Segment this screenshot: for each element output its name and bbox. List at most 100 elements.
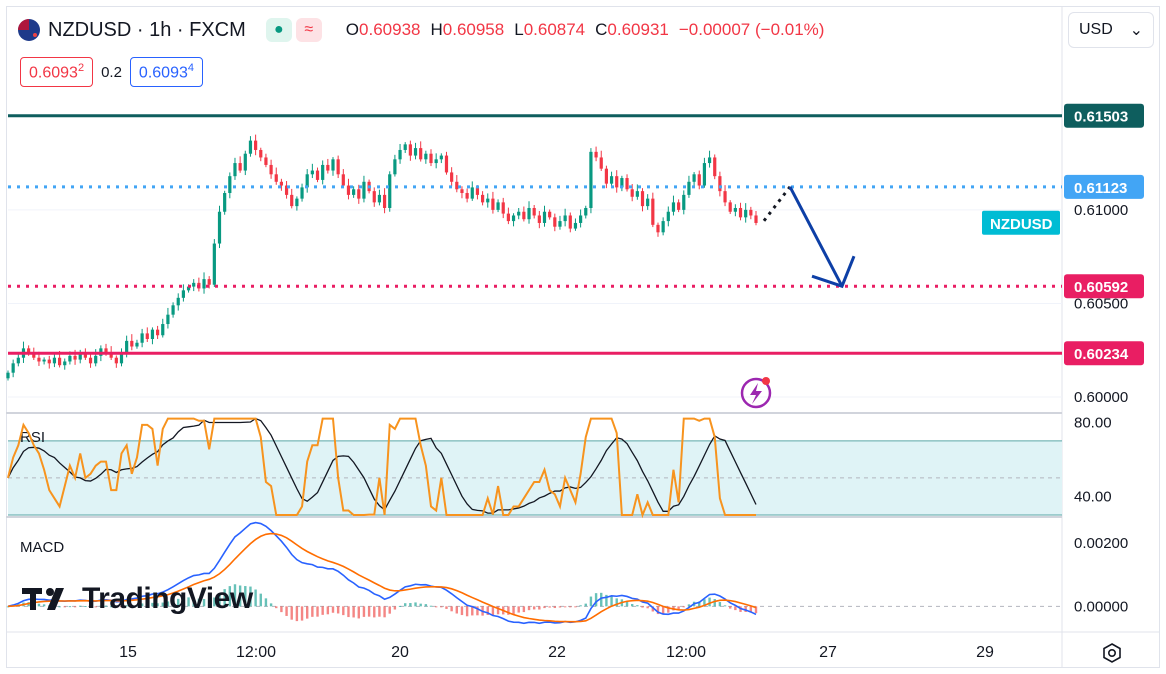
macd-hist-bar xyxy=(202,598,206,607)
candle-body xyxy=(315,170,320,180)
candle-body xyxy=(295,198,299,207)
macd-hist-bar xyxy=(378,606,381,617)
macd-hist-bar xyxy=(729,606,732,609)
candle-body xyxy=(238,163,242,171)
macd-hist-bar xyxy=(687,604,691,607)
macd-hist-bar xyxy=(156,603,159,607)
candle-body xyxy=(181,290,185,298)
candle-body xyxy=(718,176,722,192)
candle-body xyxy=(326,164,330,171)
macd-hist-bar xyxy=(166,601,170,607)
projection-dotted-segment xyxy=(762,185,792,222)
rsi-tick-label: 40.00 xyxy=(1074,488,1112,505)
candle-body xyxy=(599,157,603,169)
currency-select[interactable]: USD ⌄ xyxy=(1068,12,1154,48)
macd-hist-bar xyxy=(398,605,402,607)
symbol-title[interactable]: NZDUSD · 1h · FXCM xyxy=(48,18,246,41)
ohlc-high-key: H xyxy=(430,20,443,39)
candle-body xyxy=(506,213,510,222)
candle-body xyxy=(630,189,634,197)
candle-body xyxy=(625,178,629,190)
candle-body xyxy=(651,198,655,225)
candle-body xyxy=(501,202,505,214)
candle-body xyxy=(130,340,134,347)
candle-body xyxy=(429,153,433,164)
macd-histogram xyxy=(6,584,758,622)
candle-body xyxy=(444,155,449,173)
macd-tick-label: 0.00000 xyxy=(1074,598,1128,615)
candle-body xyxy=(635,191,639,197)
macd-hist-bar xyxy=(708,597,711,607)
candle-body xyxy=(161,324,165,336)
macd-hist-bar xyxy=(197,598,201,607)
candle-body xyxy=(604,168,608,184)
candle-body xyxy=(248,140,253,154)
macd-hist-bar xyxy=(238,585,242,607)
time-tick-label: 20 xyxy=(391,644,409,661)
candle-body xyxy=(744,209,748,218)
macd-hist-bar xyxy=(414,602,417,607)
macd-hist-bar xyxy=(404,603,407,607)
macd-hist-bar xyxy=(223,589,226,607)
macd-hist-bar xyxy=(434,606,438,608)
candle-body xyxy=(212,243,216,285)
macd-hist-bar xyxy=(321,606,324,615)
market-open-icon[interactable]: ● xyxy=(265,18,292,42)
candle-body xyxy=(156,329,160,336)
macd-hist-bar xyxy=(109,606,113,608)
candle-body xyxy=(682,194,686,210)
candle-body xyxy=(264,157,268,165)
macd-hist-bar xyxy=(455,606,458,614)
candle-body xyxy=(511,215,516,222)
candle-body xyxy=(11,363,15,373)
tradingview-logo: TradingView xyxy=(22,582,253,616)
level-price-badge xyxy=(1064,103,1144,128)
macd-hist-bar xyxy=(589,596,593,607)
macd-hist-bar xyxy=(677,606,680,610)
chart-frame xyxy=(6,6,1160,668)
buy-button[interactable]: 0.60934 xyxy=(129,57,203,88)
candle-body xyxy=(460,189,464,194)
macd-hist-bar xyxy=(512,606,515,614)
macd-hist-bar xyxy=(42,604,46,607)
candle-body xyxy=(254,140,258,150)
macd-hist-bar xyxy=(140,603,144,607)
macd-hist-bar xyxy=(306,606,309,619)
buy-price-pip: 4 xyxy=(187,62,194,74)
candle-body xyxy=(305,174,309,188)
sell-price: 0.6093 xyxy=(29,64,78,82)
candle-body xyxy=(403,144,407,150)
candle-body xyxy=(491,198,495,210)
candle-body xyxy=(754,215,758,223)
macd-tick-label: 0.00200 xyxy=(1074,535,1128,552)
candle-body xyxy=(713,157,717,177)
macd-hist-bar xyxy=(73,606,77,608)
settings-icon[interactable] xyxy=(1097,638,1127,668)
macd-hist-bar xyxy=(316,606,319,617)
level-price-label: 0.61123 xyxy=(1074,180,1127,197)
macd-hist-bar xyxy=(151,602,154,607)
candle-body xyxy=(702,163,707,186)
candle-body xyxy=(119,352,124,364)
macd-hist-bar xyxy=(249,586,252,607)
candle-body xyxy=(584,207,588,216)
candle-body xyxy=(42,359,46,362)
candle-body xyxy=(372,191,376,203)
ohlc-close-value: 0.60931 xyxy=(607,20,669,39)
macd-hist-bar xyxy=(244,586,247,607)
macd-hist-bar xyxy=(532,606,536,610)
candle-body xyxy=(47,359,51,364)
candle-body xyxy=(548,211,552,218)
rsi-line xyxy=(7,417,756,519)
candle-body xyxy=(362,181,366,199)
macd-hist-bar xyxy=(367,606,371,617)
macd-hist-bar xyxy=(486,606,489,615)
candle-body xyxy=(73,355,77,360)
sell-button[interactable]: 0.60932 xyxy=(20,57,94,88)
wave-icon[interactable]: ≈ xyxy=(295,18,322,42)
candle-body xyxy=(398,149,402,160)
price-tick-label: 0.61000 xyxy=(1074,202,1128,219)
level-price-label: 0.61503 xyxy=(1074,109,1128,126)
macd-hist-bar xyxy=(275,606,278,609)
